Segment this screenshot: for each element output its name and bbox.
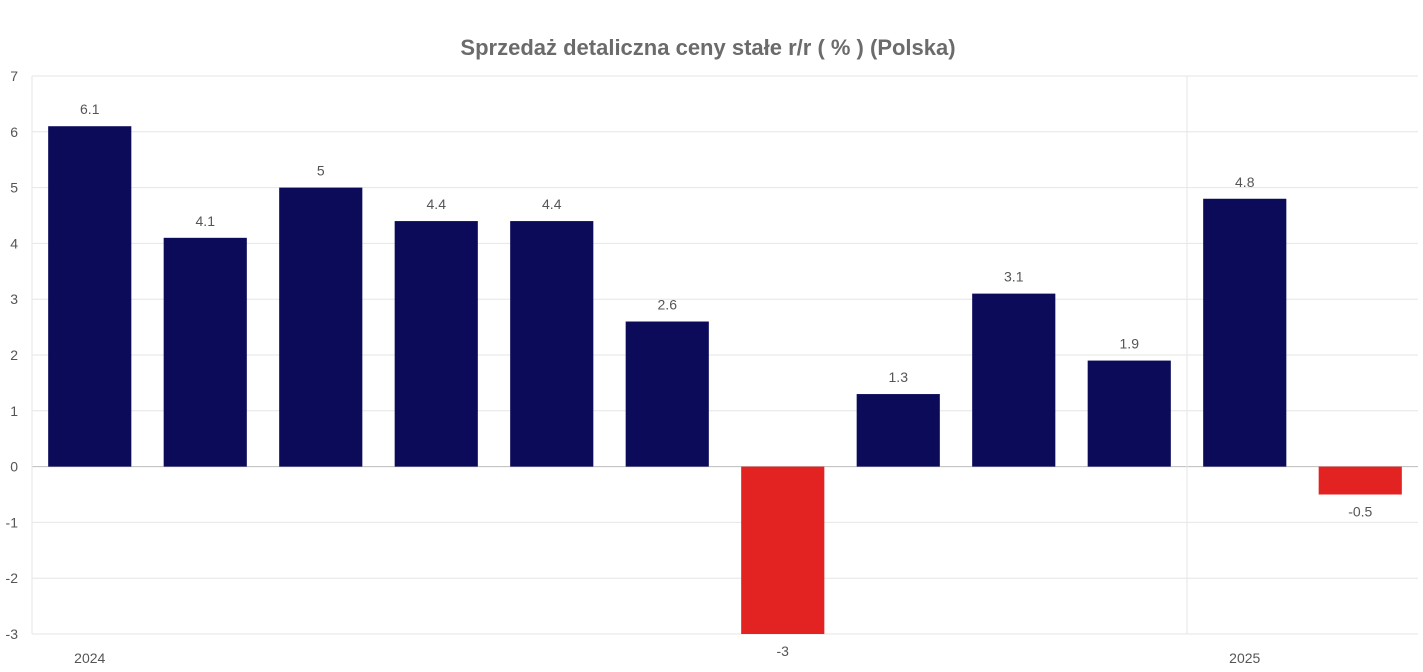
- bar: [741, 466, 825, 634]
- data-label: 4.4: [542, 196, 562, 212]
- data-label: -3: [777, 643, 790, 659]
- data-label: 5: [317, 163, 325, 179]
- data-label: 2.6: [658, 297, 678, 313]
- bar: [163, 237, 247, 467]
- bar: [510, 221, 594, 467]
- bar: [1318, 466, 1402, 495]
- y-tick-label: 0: [10, 459, 18, 475]
- y-tick-label: 7: [10, 68, 18, 84]
- y-tick-label: -3: [6, 626, 19, 642]
- bar: [48, 126, 132, 467]
- data-label: -0.5: [1348, 504, 1372, 520]
- y-tick-label: 5: [10, 180, 18, 196]
- data-label: 1.9: [1120, 336, 1140, 352]
- chart-title: Sprzedaż detaliczna ceny stałe r/r ( % )…: [460, 35, 955, 60]
- y-tick-label: 3: [10, 291, 18, 307]
- data-label: 3.1: [1004, 269, 1024, 285]
- y-tick-label: 6: [10, 124, 18, 140]
- bar: [1087, 360, 1171, 467]
- bar: [856, 394, 940, 467]
- data-label: 4.4: [427, 196, 447, 212]
- y-tick-label: 2: [10, 347, 18, 363]
- y-axis-ticks: -3 -2 -1 0 1 2 3 4 5 6 7: [6, 68, 19, 642]
- data-label: 4.1: [196, 213, 216, 229]
- bars: [48, 126, 1402, 634]
- data-label: 1.3: [889, 369, 909, 385]
- data-label: 4.8: [1235, 174, 1255, 190]
- y-tick-label: 4: [10, 235, 18, 251]
- bar: [1203, 198, 1287, 467]
- y-tick-label: 1: [10, 403, 18, 419]
- data-label: 6.1: [80, 101, 100, 117]
- y-tick-label: -1: [6, 514, 19, 530]
- bar: [625, 321, 709, 467]
- bar: [972, 293, 1056, 467]
- data-labels: 6.1 4.1 5 4.4 4.4 2.6 -3 1.3 3.1 1.9 4.8 -0.5: [80, 101, 1373, 659]
- x-axis-ticks: 2024 2025: [74, 650, 1260, 666]
- bar: [394, 221, 478, 467]
- bar: [279, 187, 363, 467]
- x-tick-label: 2025: [1229, 650, 1260, 666]
- gridlines: [31, 75, 1418, 635]
- y-tick-label: -2: [6, 570, 19, 586]
- x-tick-label: 2024: [74, 650, 105, 666]
